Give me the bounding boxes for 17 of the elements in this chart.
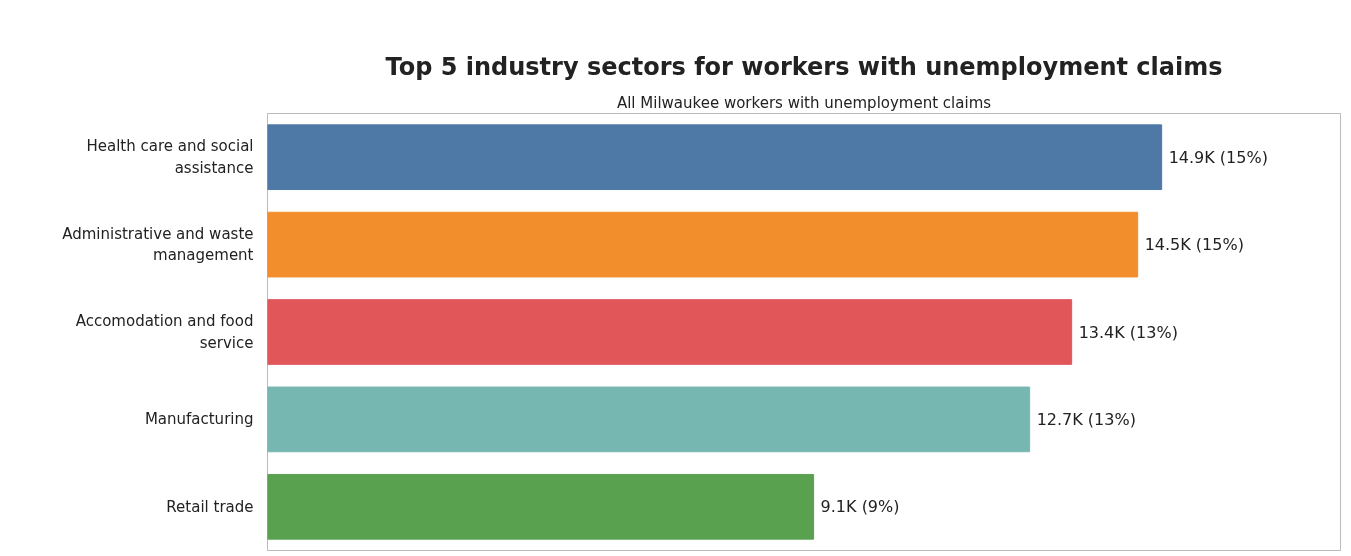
chart-title: Top 5 industry sectors for workers with unemployment claims bbox=[385, 52, 1223, 81]
bar bbox=[267, 386, 1031, 453]
bar bbox=[267, 299, 1073, 365]
data-label: 9.1K (9%) bbox=[820, 497, 900, 517]
data-label: 13.4K (13%) bbox=[1078, 322, 1178, 342]
chart-subtitle: All Milwaukee workers with unemployment claims bbox=[616, 93, 992, 112]
bar bbox=[267, 473, 815, 540]
bar bbox=[267, 124, 1163, 191]
y-tick-label: Manufacturing bbox=[144, 410, 254, 429]
y-tick-label: Health care and social assistance bbox=[86, 137, 254, 177]
data-label: 14.5K (15%) bbox=[1144, 235, 1244, 255]
data-label: 12.7K (13%) bbox=[1036, 409, 1136, 429]
data-label: 14.9K (15%) bbox=[1168, 147, 1268, 167]
bar bbox=[267, 211, 1139, 278]
y-tick-label: Retail trade bbox=[166, 497, 254, 516]
y-tick-label: Administrative and waste management bbox=[62, 224, 254, 265]
y-tick-label: Accomodation and food service bbox=[75, 312, 254, 352]
